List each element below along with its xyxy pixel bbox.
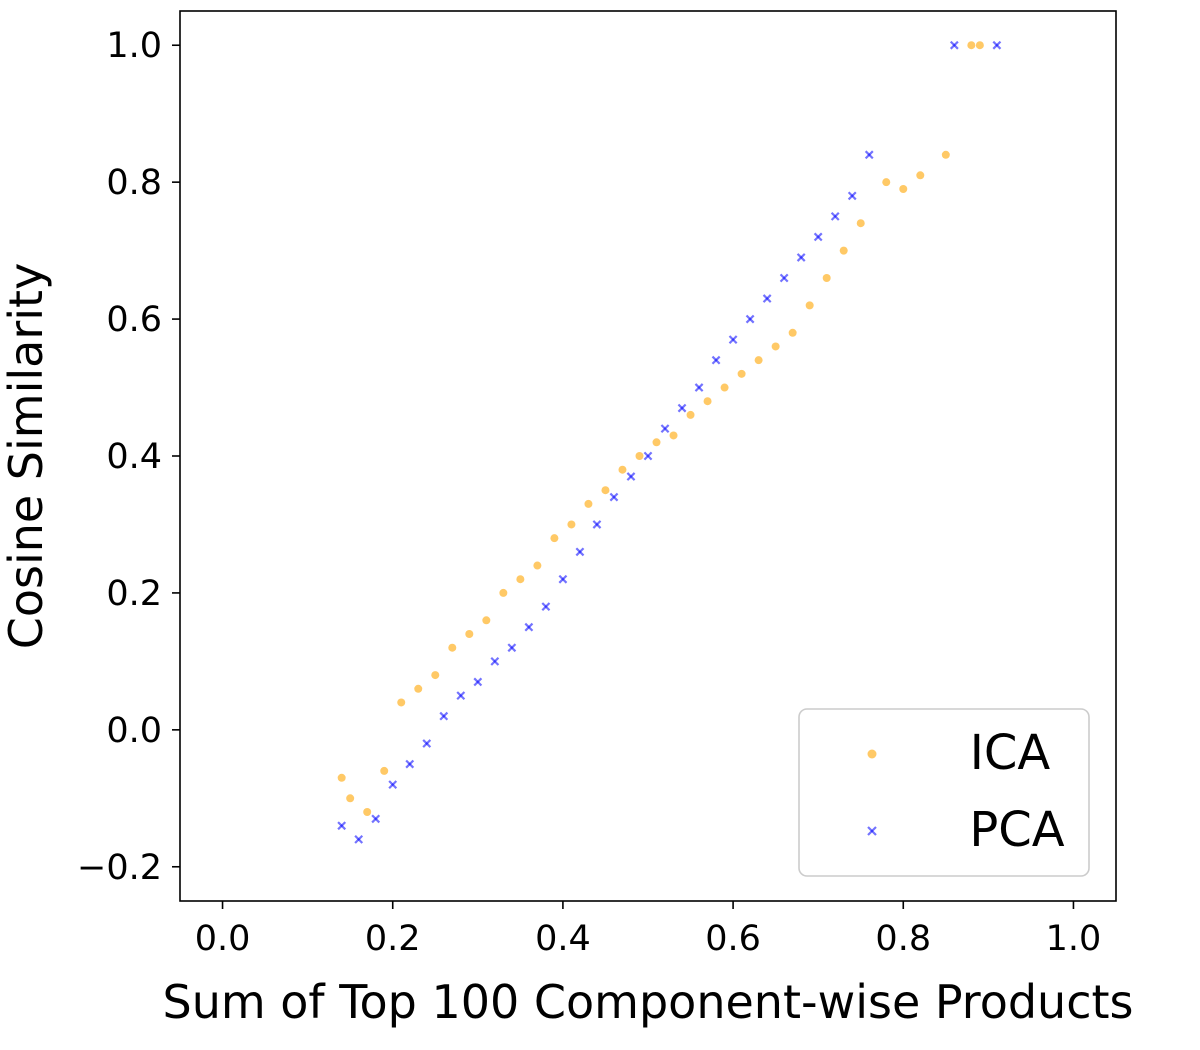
ica-point — [737, 369, 746, 378]
y-tick-label: 0.8 — [106, 163, 162, 203]
ica-point — [652, 438, 661, 447]
pca-point — [354, 835, 364, 844]
y-tick-label: 0.2 — [106, 574, 162, 614]
ica-point — [839, 246, 848, 255]
pca-point — [609, 492, 619, 502]
y-axis-title: Cosine Similarity — [0, 263, 53, 650]
legend-ica-dot — [867, 749, 877, 759]
ica-point — [703, 397, 712, 406]
pca-point — [439, 711, 449, 721]
ica-point — [584, 499, 593, 508]
ica-point — [601, 486, 610, 495]
legend-ica-label: ICA — [970, 725, 1051, 781]
y-tick-label: 0.0 — [106, 711, 162, 751]
pca-point — [643, 451, 653, 461]
points-layer — [337, 40, 1002, 844]
pca-point — [728, 335, 738, 344]
ica-point — [788, 328, 797, 337]
x-tick-label: 0.4 — [535, 919, 591, 959]
ica-point — [805, 301, 814, 310]
ica-point — [975, 41, 984, 50]
pca-point — [371, 814, 381, 824]
ica-point — [516, 575, 525, 584]
pca-point — [745, 314, 755, 324]
ica-point — [431, 671, 440, 680]
x-tick-label: 1.0 — [1046, 919, 1102, 959]
pca-point — [388, 780, 398, 789]
x-axis-title: Sum of Top 100 Component-wise Products — [163, 975, 1134, 1029]
x-tick-label: 0.0 — [195, 919, 251, 959]
legend-ica-marker — [867, 749, 877, 759]
legend-pca-cross — [867, 826, 877, 836]
ica-point — [533, 561, 542, 570]
x-tick-label: 0.6 — [705, 919, 761, 959]
x-tick-label: 0.8 — [875, 919, 931, 959]
legend: ICA PCA — [798, 708, 1090, 877]
ica-point — [967, 41, 976, 50]
ica-point — [499, 588, 508, 597]
ica-point — [771, 342, 780, 351]
ica-point — [754, 356, 763, 365]
pca-point — [813, 232, 823, 242]
ica-point — [669, 431, 678, 440]
ica-point — [414, 684, 423, 693]
pca-point — [864, 150, 874, 160]
ica-point — [822, 274, 831, 282]
ica-point — [916, 171, 925, 180]
pca-point — [456, 691, 466, 700]
y-tick-label: 1.0 — [106, 26, 162, 66]
pca-point — [558, 574, 568, 584]
pca-point — [762, 294, 772, 303]
ica-point — [397, 698, 406, 707]
legend-pca-label: PCA — [969, 802, 1064, 858]
ica-point — [465, 630, 474, 638]
pca-point — [694, 383, 704, 392]
ica-point — [567, 520, 576, 529]
y-axis: −0.2 0.0 0.2 0.4 0.6 0.8 1.0 — [77, 26, 180, 888]
ica-point — [482, 616, 491, 625]
pca-point — [711, 355, 721, 365]
pca-point — [541, 602, 551, 611]
pca-point — [405, 759, 415, 769]
pca-point — [677, 403, 687, 413]
ica-point — [380, 766, 389, 775]
pca-point — [490, 657, 500, 666]
pca-point — [779, 273, 789, 283]
ica-point — [337, 773, 346, 782]
pca-point — [592, 520, 602, 529]
pca-point — [796, 253, 806, 262]
x-axis: 0.0 0.2 0.4 0.6 0.8 1.0 — [195, 901, 1102, 959]
ica-point — [720, 383, 729, 392]
legend-pca-marker — [867, 826, 877, 836]
ica-point — [856, 219, 865, 228]
ica-point — [686, 410, 695, 419]
ica-point — [941, 150, 950, 159]
pca-point — [847, 191, 857, 201]
pca-point — [473, 677, 483, 687]
ica-point — [899, 185, 908, 193]
pca-point — [949, 40, 959, 50]
pca-point — [660, 424, 670, 433]
pca-point — [507, 643, 517, 653]
pca-point — [422, 739, 432, 748]
pca-point — [992, 40, 1002, 50]
ica-point — [635, 452, 644, 460]
ica-point — [550, 534, 559, 543]
pca-point — [626, 472, 636, 481]
y-tick-label: 0.4 — [106, 437, 162, 477]
y-tick-label: −0.2 — [77, 848, 162, 888]
pca-point — [830, 212, 840, 221]
ica-point — [882, 178, 891, 187]
ica-point — [346, 794, 355, 803]
pca-point — [575, 547, 585, 557]
ica-point — [618, 465, 627, 474]
ica-point — [448, 643, 457, 652]
pca-point — [337, 821, 347, 831]
ica-point — [363, 808, 372, 816]
y-tick-label: 0.6 — [106, 300, 162, 340]
x-tick-label: 0.2 — [365, 919, 421, 959]
pca-point — [524, 622, 534, 632]
